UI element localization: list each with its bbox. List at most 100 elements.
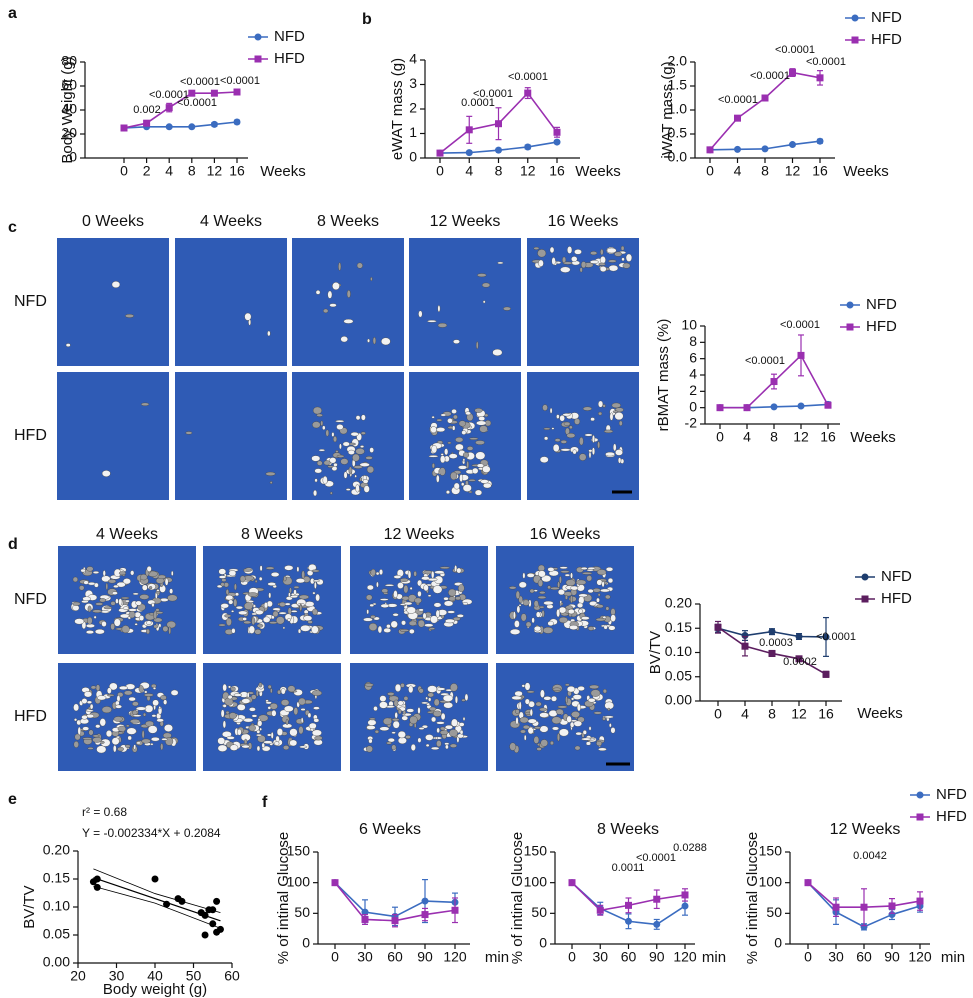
image-speck (366, 456, 373, 459)
image-speck (114, 716, 123, 721)
image-speck (370, 277, 372, 280)
image-speck (397, 582, 403, 588)
image-speck (364, 486, 370, 493)
image-speck (448, 442, 452, 444)
image-speck (337, 455, 344, 458)
image-speck (313, 707, 319, 710)
image-speck (519, 582, 527, 588)
image-speck (538, 571, 545, 578)
image-speck (366, 595, 372, 600)
image-speck (264, 602, 268, 608)
x-tick-label: 16 (820, 429, 836, 445)
image-speck (472, 468, 478, 474)
legend-label: NFD (866, 296, 897, 313)
image-speck (571, 256, 577, 261)
image-speck (299, 746, 307, 748)
image-speck (567, 686, 575, 692)
image-speck (424, 624, 433, 627)
y-tick-label: 2 (689, 382, 697, 398)
image-speck (556, 415, 559, 419)
image-speck (527, 691, 534, 693)
image-speck (257, 746, 260, 751)
image-speck (428, 595, 431, 597)
image-speck (525, 683, 530, 691)
image-speck (407, 607, 416, 614)
image-speck (121, 597, 129, 599)
image-speck (106, 583, 108, 590)
image-speck (231, 687, 235, 691)
image-speck (88, 747, 94, 749)
image-speck (578, 686, 585, 691)
image-speck (568, 609, 574, 614)
image-speck (392, 732, 396, 734)
image-speck (561, 440, 567, 443)
annotation: <0.0001 (636, 852, 676, 864)
image-speck (536, 702, 542, 706)
image-speck (226, 589, 229, 594)
image-speck (540, 457, 548, 463)
image-speck (139, 685, 144, 692)
x-tick-label: 30 (828, 949, 844, 965)
image-speck (243, 617, 247, 620)
image-speck (540, 690, 544, 698)
image-speck (368, 720, 376, 726)
image-speck (534, 736, 539, 743)
y-tick-label: 0 (689, 398, 697, 414)
image-speck (561, 571, 570, 573)
data-point (188, 90, 195, 97)
image-column-label: 8 Weeks (317, 213, 379, 230)
image-speck (167, 621, 176, 628)
data-point (188, 123, 195, 130)
image-speck (385, 584, 394, 586)
image-speck (273, 611, 278, 617)
image-speck (344, 472, 347, 479)
image-speck (419, 688, 424, 693)
data-point (889, 902, 896, 909)
image-speck (588, 567, 595, 569)
image-speck (125, 600, 129, 602)
image-speck (379, 569, 383, 575)
image-speck (450, 472, 457, 480)
image-speck (410, 587, 413, 590)
image-speck (305, 601, 314, 606)
image-speck (316, 290, 320, 294)
image-speck (431, 426, 437, 432)
image-speck (301, 717, 303, 723)
image-speck (429, 455, 438, 457)
image-speck (228, 686, 231, 689)
image-speck (579, 437, 583, 445)
image-speck (519, 702, 522, 710)
x-tick-label: 50 (186, 968, 202, 984)
image-speck (575, 746, 580, 750)
image-speck (113, 745, 116, 752)
image-speck (236, 606, 243, 609)
y-tick-label: 0.15 (43, 870, 70, 886)
image-speck (367, 466, 374, 473)
image-speck (102, 706, 112, 713)
image-speck (313, 407, 322, 414)
image-speck (558, 706, 567, 709)
image-speck (510, 629, 520, 635)
image-speck (111, 601, 116, 605)
y-tick-label: 2 (409, 100, 417, 116)
y-tick-label: 0.00 (43, 954, 70, 970)
image-speck (284, 576, 287, 581)
data-point (362, 916, 369, 923)
image-row-label: NFD (14, 591, 47, 608)
image-speck (567, 433, 575, 438)
image-speck (618, 458, 621, 464)
x-tick-label: 0 (804, 949, 812, 965)
image-speck (570, 596, 572, 603)
image-speck (279, 612, 287, 614)
image-row-label: HFD (14, 708, 47, 725)
image-speck (112, 281, 120, 288)
data-point (769, 650, 776, 657)
image-speck (357, 263, 363, 269)
image-speck (459, 474, 462, 481)
image-speck (112, 737, 119, 744)
image-speck (74, 718, 77, 721)
annotation: <0.0001 (775, 44, 815, 56)
image-speck (418, 620, 425, 627)
image-speck (398, 709, 401, 714)
x-tick-label: 90 (417, 949, 433, 965)
